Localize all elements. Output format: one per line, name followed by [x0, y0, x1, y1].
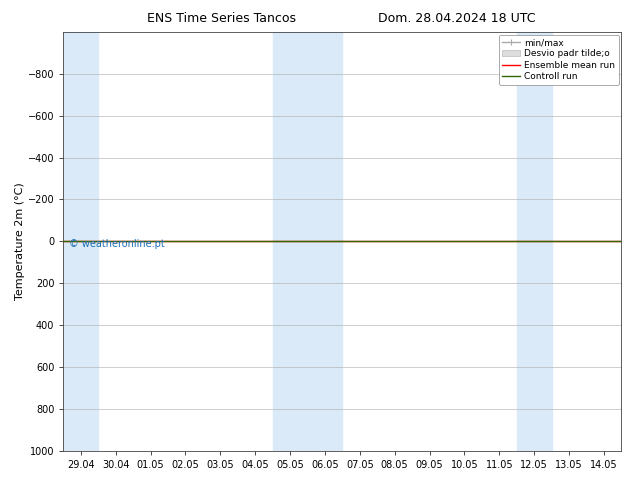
Y-axis label: Temperature 2m (°C): Temperature 2m (°C) [15, 182, 25, 300]
Legend: min/max, Desvio padr tilde;o, Ensemble mean run, Controll run: min/max, Desvio padr tilde;o, Ensemble m… [499, 35, 619, 85]
Text: © weatheronline.pt: © weatheronline.pt [69, 239, 165, 249]
Bar [63, 32, 98, 451]
Bar [517, 32, 552, 451]
Text: ENS Time Series Tancos: ENS Time Series Tancos [147, 12, 297, 25]
Bar [273, 32, 342, 451]
Text: Dom. 28.04.2024 18 UTC: Dom. 28.04.2024 18 UTC [378, 12, 535, 25]
